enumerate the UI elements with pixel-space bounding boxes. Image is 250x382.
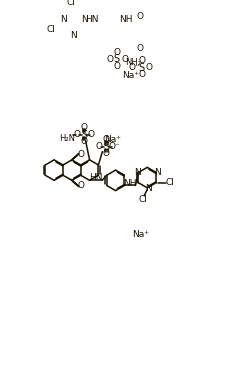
Text: NH: NH [119, 15, 132, 24]
Text: O: O [74, 130, 80, 139]
Text: O: O [103, 135, 110, 144]
Text: O⁻: O⁻ [108, 142, 120, 151]
Text: S: S [103, 142, 110, 152]
Text: O: O [78, 150, 85, 159]
Text: O: O [136, 44, 143, 53]
Text: N: N [82, 15, 88, 24]
Text: S: S [114, 55, 120, 65]
Text: N: N [70, 31, 77, 40]
Text: N: N [134, 168, 141, 177]
Text: O⁻: O⁻ [128, 63, 140, 72]
Text: O: O [78, 181, 85, 190]
Text: Cl: Cl [138, 195, 147, 204]
Text: O: O [88, 130, 95, 139]
Text: Cl: Cl [47, 26, 56, 34]
Text: O: O [136, 12, 143, 21]
Text: Na⁺: Na⁺ [122, 71, 139, 80]
Text: O: O [96, 142, 103, 151]
Text: S: S [138, 63, 144, 73]
Text: O: O [138, 70, 145, 79]
Text: H₂N: H₂N [59, 134, 75, 143]
Text: O: O [106, 55, 113, 64]
Text: O: O [138, 56, 145, 65]
Text: HN: HN [89, 173, 103, 183]
Text: O: O [121, 55, 128, 64]
Text: Na⁺: Na⁺ [132, 230, 149, 239]
Text: O: O [80, 137, 87, 146]
Text: O: O [145, 63, 152, 72]
Text: O: O [80, 123, 87, 132]
Text: Cl: Cl [67, 0, 76, 7]
Text: Na⁺: Na⁺ [104, 134, 121, 144]
Text: N: N [145, 184, 152, 193]
Text: O: O [114, 62, 120, 71]
Text: NH₂: NH₂ [125, 58, 141, 67]
Text: HN: HN [85, 15, 98, 24]
Text: O: O [114, 48, 120, 57]
Text: N: N [60, 15, 67, 24]
Text: Cl: Cl [165, 178, 174, 187]
Text: O: O [103, 149, 110, 159]
Text: NH: NH [123, 179, 137, 188]
Text: S: S [81, 129, 87, 140]
Text: N: N [154, 168, 161, 177]
